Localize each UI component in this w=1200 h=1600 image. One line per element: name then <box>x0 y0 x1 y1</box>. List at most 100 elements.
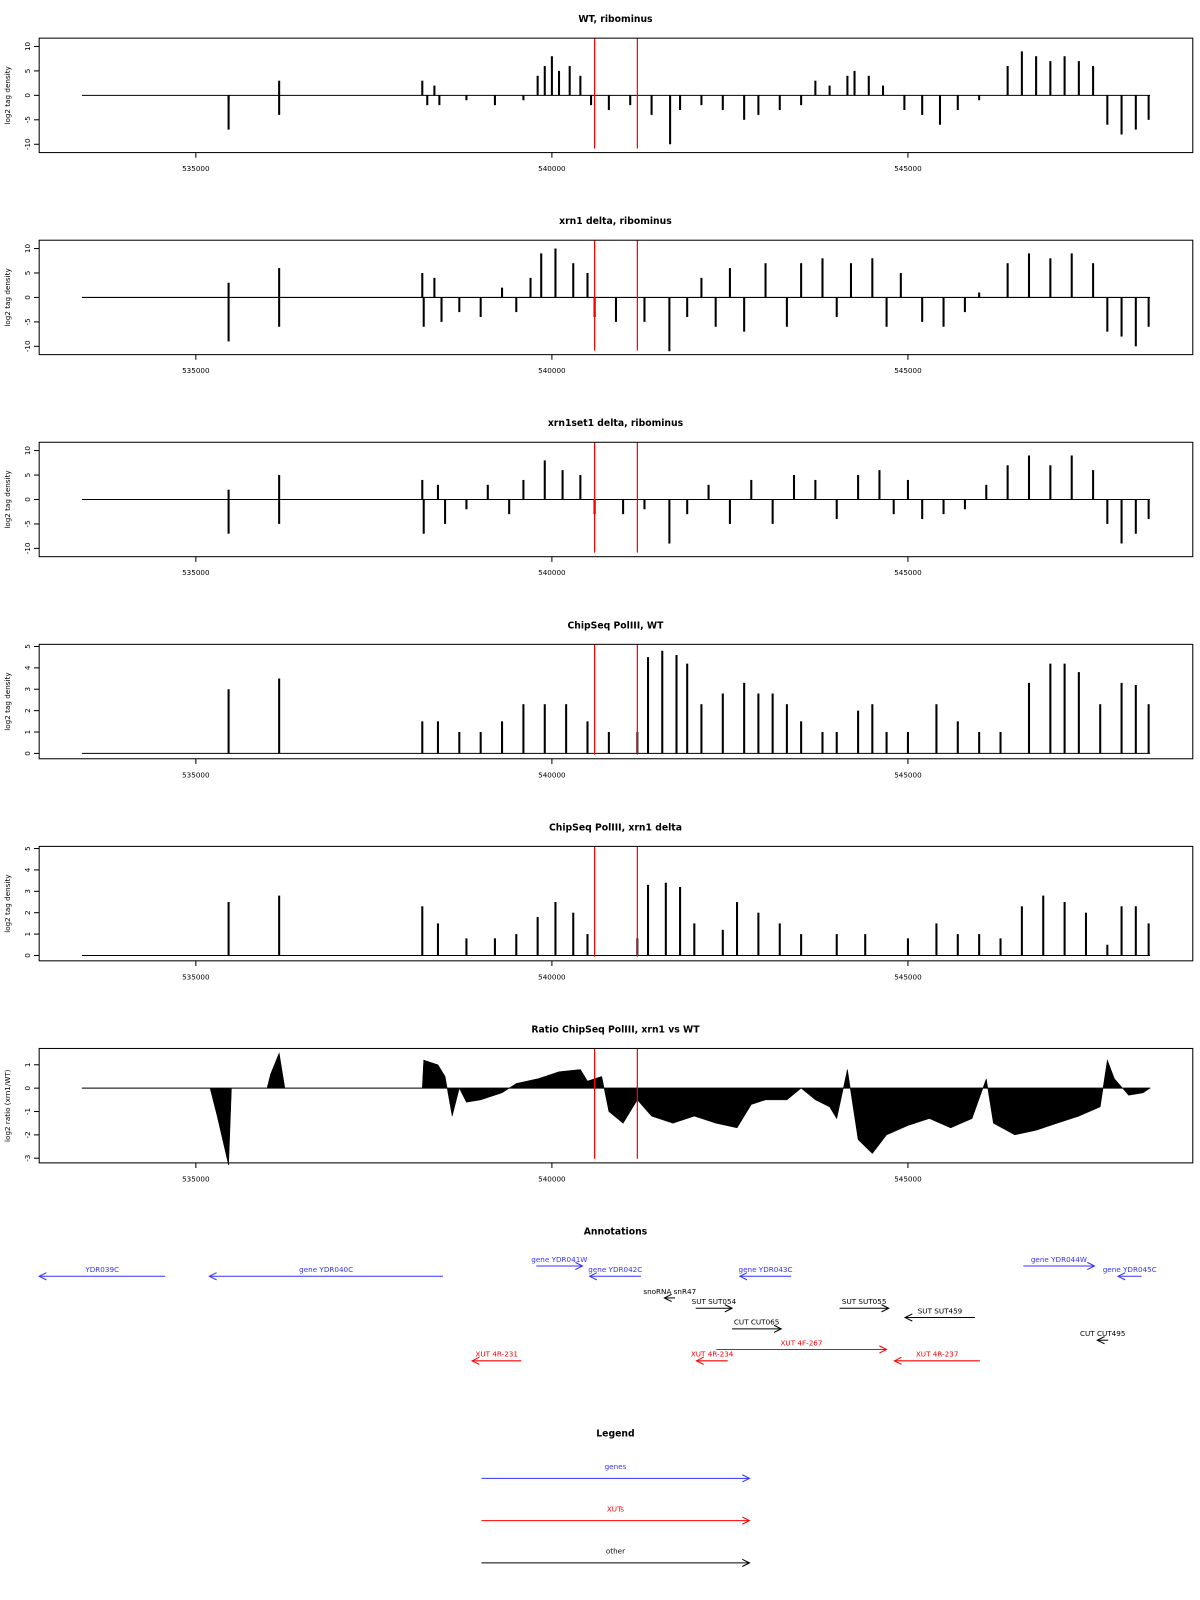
panel-title: xrn1 delta, ribominus <box>559 216 672 227</box>
arrowhead <box>38 1272 47 1281</box>
arrowhead <box>893 1356 902 1365</box>
annotation-label: CUT CUT065 <box>734 1318 779 1327</box>
y-axis-label: log2 tag density <box>3 268 12 327</box>
plot-frame <box>38 239 1194 356</box>
annotation-label: XUT 4R-231 <box>475 1350 518 1359</box>
annotation-label: gene YDR044W <box>1031 1255 1087 1264</box>
annotation-label: CUT CUT495 <box>1080 1329 1125 1338</box>
x-tick-label: 535000 <box>182 1174 210 1183</box>
annotation-label: gene YDR043C <box>739 1265 793 1274</box>
arrowhead <box>575 1261 584 1271</box>
arrowhead <box>695 1356 704 1365</box>
x-tick-label: 540000 <box>538 770 566 779</box>
y-tick-label: 3 <box>23 687 32 692</box>
y-tick-label: 0 <box>23 1085 32 1090</box>
arrowhead <box>208 1272 217 1281</box>
y-tick-label: 10 <box>23 41 32 51</box>
y-tick-label: 4 <box>23 867 32 872</box>
plot-frame <box>38 1047 1194 1164</box>
y-tick-label: 0 <box>23 93 32 98</box>
y-tick-label: 1 <box>23 1063 32 1068</box>
x-tick-label: 535000 <box>182 770 210 779</box>
arrowhead <box>903 1313 913 1322</box>
arrowhead <box>1087 1261 1096 1271</box>
x-tick-label: 545000 <box>894 1174 922 1183</box>
x-tick-label: 545000 <box>894 972 922 981</box>
legend-title: Legend <box>596 1429 634 1440</box>
y-axis-label: log2 tag density <box>3 874 12 933</box>
y-tick-label: -5 <box>23 520 32 527</box>
panel-title: ChipSeq PolIII, xrn1 delta <box>549 822 682 833</box>
annotation-label: XUT 4R-237 <box>916 1350 959 1359</box>
y-axis-label: log2 tag density <box>3 672 12 731</box>
arrowhead <box>1096 1336 1105 1345</box>
x-tick-label: 535000 <box>182 568 210 577</box>
y-tick-label: 5 <box>23 846 32 851</box>
arrowhead <box>1116 1272 1126 1281</box>
panel-title: WT, ribominus <box>578 14 653 25</box>
y-axis-label: log2 tag density <box>3 470 12 529</box>
legend-label: XUTs <box>607 1504 624 1513</box>
y-tick-label: -5 <box>23 116 32 123</box>
plot-frame <box>38 441 1194 558</box>
y-tick-label: 10 <box>23 446 32 456</box>
y-tick-label: 5 <box>23 473 32 478</box>
annotation-label: gene YDR042C <box>588 1265 642 1274</box>
y-tick-label: 3 <box>23 889 32 894</box>
arrowhead <box>724 1304 734 1313</box>
y-tick-label: 1 <box>23 932 32 937</box>
y-tick-label: 5 <box>23 271 32 276</box>
y-tick-label: 5 <box>23 644 32 649</box>
y-tick-label: 1 <box>23 730 32 735</box>
y-tick-label: 4 <box>23 665 32 670</box>
arrowhead <box>742 1558 751 1567</box>
annotation-label: gene YDR041W <box>531 1255 587 1264</box>
y-tick-label: 0 <box>23 751 32 756</box>
annotations-title: Annotations <box>584 1226 648 1237</box>
y-tick-label: 0 <box>23 497 32 502</box>
arrowhead <box>470 1356 480 1365</box>
annotation-label: SUT SUT459 <box>918 1306 963 1315</box>
y-tick-label: -1 <box>23 1108 32 1115</box>
plot-frame <box>38 643 1194 760</box>
y-tick-label: 0 <box>23 295 32 300</box>
x-tick-label: 540000 <box>538 1174 566 1183</box>
annotation-label: gene YDR040C <box>299 1265 353 1274</box>
area <box>81 1052 1151 1166</box>
annotation-label: snoRNA snR47 <box>643 1287 696 1296</box>
annotation-label: gene YDR045C <box>1103 1265 1157 1274</box>
y-tick-label: 2 <box>23 910 32 915</box>
x-tick-label: 540000 <box>538 568 566 577</box>
y-tick-label: 2 <box>23 708 32 713</box>
x-tick-label: 545000 <box>894 770 922 779</box>
annotation-label: SUT SUT054 <box>692 1297 737 1306</box>
arrowhead <box>881 1304 890 1313</box>
x-tick-label: 535000 <box>182 972 210 981</box>
x-tick-label: 545000 <box>894 164 922 173</box>
arrowhead <box>663 1293 672 1303</box>
panel-title: Ratio ChipSeq PolIII, xrn1 vs WT <box>531 1024 700 1035</box>
x-tick-label: 535000 <box>182 164 210 173</box>
arrowhead <box>879 1345 888 1354</box>
arrowhead <box>773 1324 783 1333</box>
legend-label: other <box>606 1547 625 1556</box>
plot-frame <box>38 37 1194 154</box>
annotation-label: SUT SUT055 <box>842 1297 887 1306</box>
x-tick-label: 545000 <box>894 568 922 577</box>
y-tick-label: 10 <box>23 244 32 254</box>
y-tick-label: -10 <box>23 542 32 554</box>
annotation-label: XUT 4R-234 <box>691 1350 734 1359</box>
arrowhead <box>742 1474 751 1483</box>
panel-title: ChipSeq PolIII, WT <box>567 620 664 631</box>
arrowhead <box>738 1272 748 1281</box>
x-tick-label: 535000 <box>182 366 210 375</box>
y-tick-label: 0 <box>23 953 32 958</box>
y-tick-label: -5 <box>23 318 32 325</box>
y-tick-label: -3 <box>23 1155 32 1162</box>
x-tick-label: 540000 <box>538 164 566 173</box>
arrowhead <box>588 1272 598 1281</box>
panel-title: xrn1set1 delta, ribominus <box>548 418 684 429</box>
x-tick-label: 540000 <box>538 366 566 375</box>
